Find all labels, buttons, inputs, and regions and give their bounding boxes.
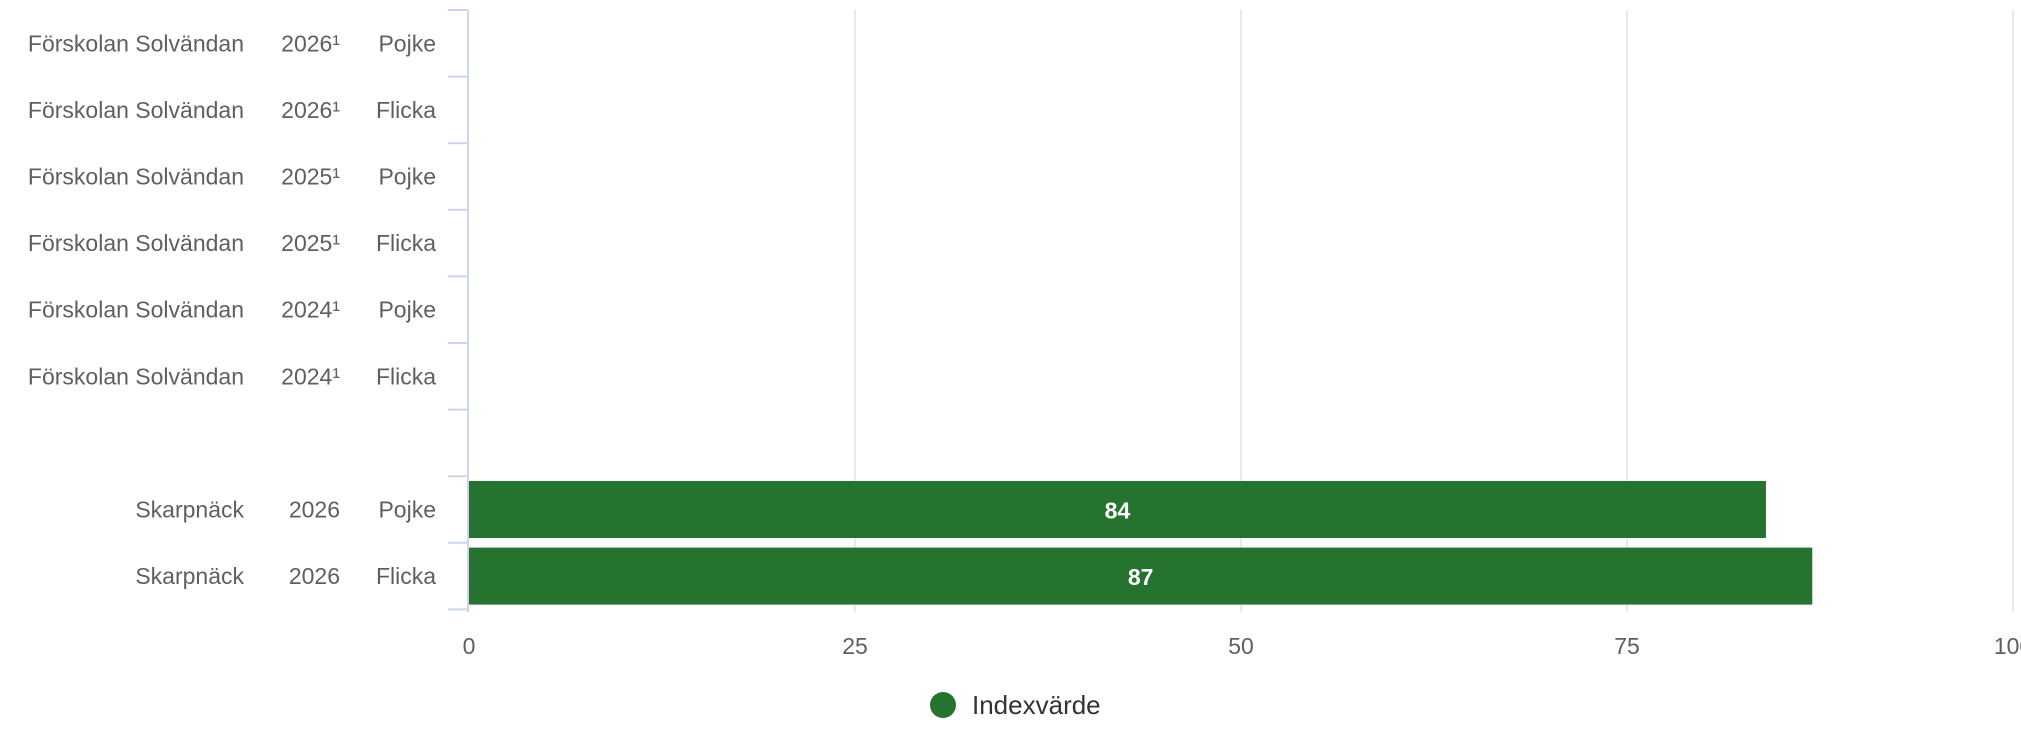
x-tick-label: 0 (463, 633, 476, 659)
category-label-gender: Flicka (376, 563, 436, 589)
category-label-school: Förskolan Solvändan (28, 230, 244, 256)
category-label-school: Skarpnäck (135, 563, 244, 589)
category-label-gender: Pojke (378, 497, 436, 523)
category-labels: Förskolan Solvändan 2026¹ Pojke Förskolan S… (28, 30, 436, 589)
category-label-school: Förskolan Solvändan (28, 297, 244, 323)
x-axis-ticks: 0 25 50 75 100 (463, 633, 2021, 659)
bar[interactable] (469, 481, 1766, 538)
category-label-gender: Flicka (376, 230, 436, 256)
category-label-year: 2026¹ (281, 97, 340, 123)
bar[interactable] (469, 547, 1813, 605)
category-label-gender: Pojke (378, 297, 436, 323)
category-label-school: Förskolan Solvändan (28, 363, 244, 389)
category-label-year: 2026¹ (281, 30, 340, 56)
bar-data-label: 87 (1128, 564, 1154, 590)
legend-marker[interactable] (930, 692, 956, 718)
category-label-gender: Flicka (376, 363, 436, 389)
category-label-gender: Pojke (378, 164, 436, 190)
category-label-year: 2026 (289, 497, 340, 523)
category-label-school: Förskolan Solvändan (28, 164, 244, 190)
category-label-year: 2026 (289, 563, 340, 589)
category-label-year: 2025¹ (281, 164, 340, 190)
category-label-year: 2024¹ (281, 297, 340, 323)
x-tick-label: 100 (1994, 633, 2021, 659)
category-label-gender: Flicka (376, 97, 436, 123)
bars: 84 87 (469, 481, 1813, 605)
x-tick-label: 25 (842, 633, 868, 659)
y-axis (448, 9, 469, 612)
x-tick-label: 50 (1228, 633, 1254, 659)
legend[interactable]: Indexvärde (930, 690, 1101, 720)
legend-label[interactable]: Indexvärde (972, 690, 1101, 720)
category-label-school: Förskolan Solvändan (28, 97, 244, 123)
bar-data-label: 84 (1105, 498, 1131, 524)
category-label-school: Skarpnäck (135, 497, 244, 523)
category-label-school: Förskolan Solvändan (28, 30, 244, 56)
category-label-year: 2024¹ (281, 363, 340, 389)
category-label-gender: Pojke (378, 30, 436, 56)
category-label-year: 2025¹ (281, 230, 340, 256)
x-tick-label: 75 (1614, 633, 1640, 659)
